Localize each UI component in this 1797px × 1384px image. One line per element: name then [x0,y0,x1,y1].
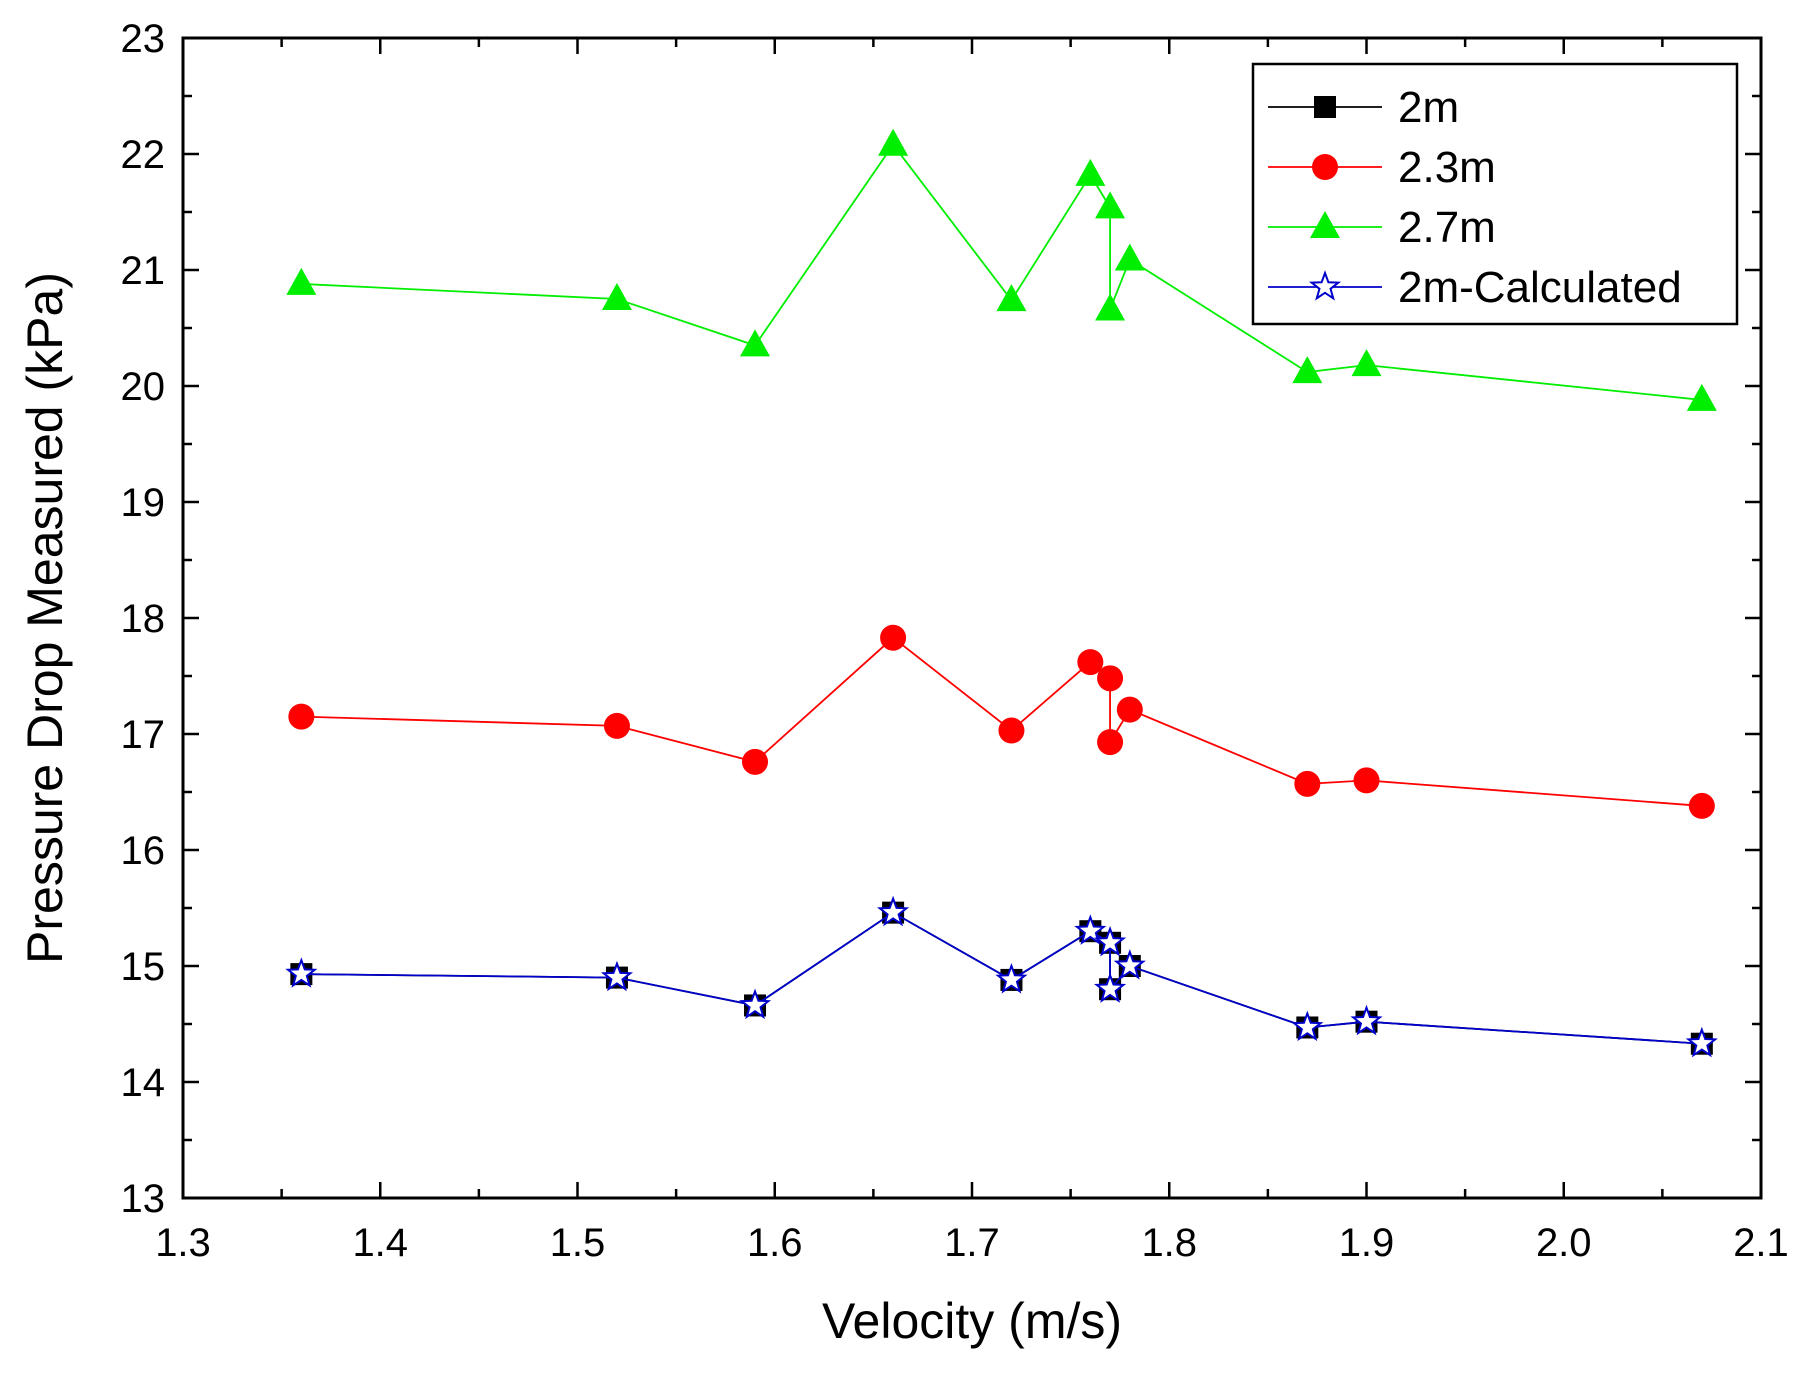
data-point [1097,729,1124,756]
data-point [878,128,909,156]
y-tick-label: 13 [121,1177,166,1221]
data-point [995,963,1028,994]
x-tick-label: 1.7 [944,1221,1000,1265]
data-point [1350,1004,1383,1036]
x-tick-label: 1.5 [550,1221,606,1265]
data-point [1093,972,1127,1003]
series-1 [288,624,1715,819]
legend-label: 2m-Calculated [1398,263,1682,312]
legend-entry: 2.7m [1268,203,1496,252]
legend-marker [1312,154,1338,180]
series-line [301,143,1702,401]
data-point [1292,356,1323,384]
legend-label: 2m [1398,83,1459,132]
data-point [738,988,772,1020]
data-point [1113,949,1146,980]
data-point [1685,1026,1718,1058]
y-tick-label: 22 [121,133,166,177]
data-point [285,957,318,988]
legend-label: 2.7m [1398,203,1496,252]
data-point [1074,914,1107,945]
y-tick-label: 17 [121,713,166,757]
axis-tick-labels: 1.3 1.4 1.5 1.6 1.7 1.8 1.9 2.0 2.1 13 14 15 16 17 18 1… [121,17,1789,1265]
data-point [1351,349,1382,377]
data-point [603,712,630,739]
data-point [1116,696,1143,723]
data-point [1093,925,1127,957]
y-tick-label: 19 [121,481,166,525]
x-tick-label: 1.8 [1141,1221,1197,1265]
data-point [1095,293,1126,321]
data-point [601,283,632,310]
y-tick-label: 23 [121,17,166,61]
data-point [1353,767,1380,794]
data-point [1294,770,1321,797]
data-point [1688,792,1715,819]
legend-entry: 2.3m [1268,143,1496,192]
series-line [301,636,1702,807]
data-point [1075,158,1106,186]
data-point [1077,649,1104,676]
y-axis-title: Pressure Drop Measured (kPa) [17,272,73,964]
legend-marker [1308,270,1342,301]
x-tick-label: 1.4 [352,1221,408,1265]
y-tick-label: 18 [121,597,166,641]
data-point [1686,383,1717,411]
legend-marker [1310,211,1340,238]
series-3 [285,895,1718,1058]
axis-ticks [181,36,1763,1200]
data-point [1095,191,1126,219]
series-layer [285,128,1718,1058]
x-tick-label: 2.0 [1536,1221,1592,1265]
series-2 [286,128,1717,411]
x-tick-label: 1.6 [747,1221,803,1265]
legend: 2m 2.3m 2.7m 2m-Calculated [1251,62,1739,326]
y-tick-label: 14 [121,1061,166,1105]
data-point [742,748,769,775]
legend-entry: 2m-Calculated [1268,263,1682,312]
data-point [877,895,910,927]
x-tick-label: 1.3 [155,1221,211,1265]
legend-label: 2.3m [1398,143,1496,192]
data-point [288,703,315,730]
data-point [1291,1010,1324,1042]
y-tick-label: 20 [121,365,166,409]
data-point [740,329,771,357]
data-point [286,267,317,295]
data-point [880,624,907,651]
legend-entry: 2m [1268,83,1459,132]
legend-marker [1314,96,1336,118]
x-tick-label: 1.9 [1339,1221,1395,1265]
data-point [1114,243,1145,271]
y-tick-label: 16 [121,829,166,873]
x-axis-title: Velocity (m/s) [822,1293,1122,1349]
data-point [1097,665,1124,692]
y-tick-label: 21 [121,249,166,293]
data-point [600,960,634,992]
data-point [996,284,1027,312]
x-tick-label: 2.1 [1733,1221,1789,1265]
data-point [998,717,1025,744]
y-tick-label: 15 [121,945,166,989]
